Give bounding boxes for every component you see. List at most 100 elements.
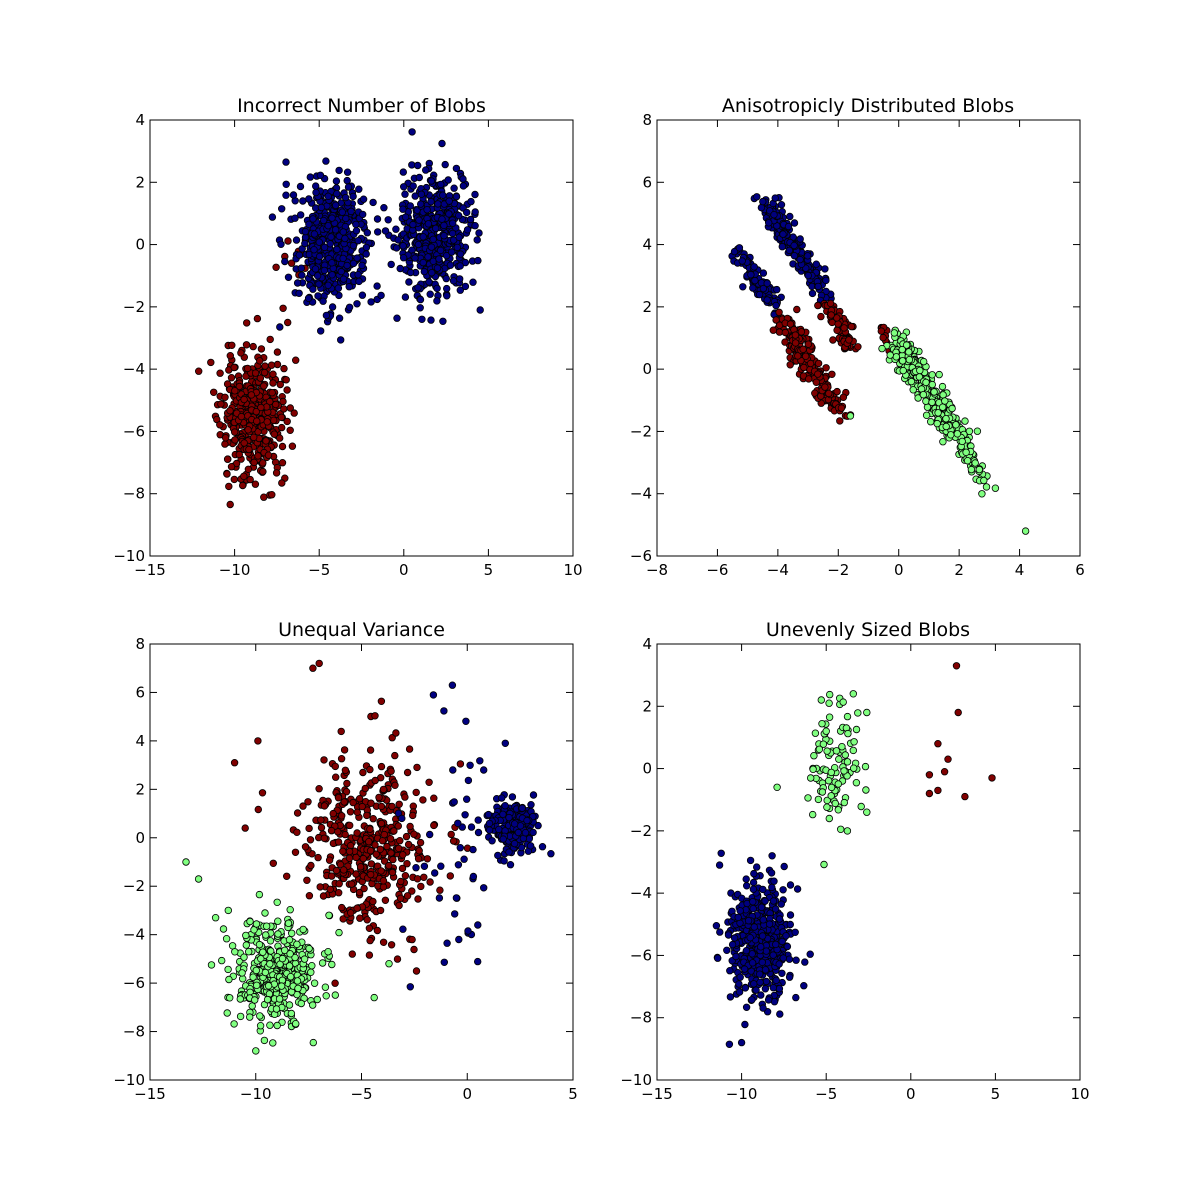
data-point — [763, 279, 771, 287]
data-point — [427, 316, 435, 324]
data-point — [500, 857, 508, 865]
data-point — [772, 976, 780, 984]
data-point — [831, 799, 839, 808]
y-tick-label: −10 — [113, 1071, 145, 1089]
data-point — [254, 805, 262, 814]
data-point — [335, 166, 343, 175]
data-point — [428, 269, 436, 277]
data-point — [333, 189, 341, 198]
data-point — [474, 816, 482, 824]
data-point — [449, 219, 457, 227]
data-point — [353, 808, 361, 816]
data-point — [905, 348, 913, 356]
data-point — [786, 881, 795, 889]
data-point — [245, 445, 253, 454]
data-point — [905, 356, 914, 364]
data-point — [402, 832, 411, 841]
data-point — [469, 278, 477, 286]
data-point — [217, 956, 226, 965]
data-point — [474, 957, 482, 966]
data-point — [359, 854, 367, 863]
data-point — [862, 786, 870, 794]
data-point — [295, 251, 303, 259]
data-point — [235, 382, 244, 391]
data-point — [366, 936, 374, 945]
data-point — [849, 746, 857, 755]
data-point — [251, 369, 260, 377]
data-point — [278, 479, 286, 487]
data-point — [393, 314, 401, 322]
data-point — [825, 713, 834, 721]
data-point — [469, 845, 477, 854]
data-point — [304, 294, 313, 302]
data-point — [353, 829, 361, 837]
data-point — [790, 219, 799, 227]
data-point — [320, 834, 328, 842]
data-point — [231, 948, 239, 956]
data-point — [443, 939, 451, 947]
data-point — [385, 861, 393, 870]
data-point — [852, 779, 861, 787]
data-point — [742, 947, 751, 955]
data-point — [380, 203, 388, 212]
data-point — [934, 740, 942, 748]
data-point — [898, 357, 907, 365]
data-point — [223, 470, 231, 478]
data-point — [366, 746, 375, 754]
data-point — [362, 250, 370, 258]
data-point — [526, 842, 535, 850]
data-point — [326, 885, 334, 893]
data-point — [297, 999, 305, 1008]
data-point — [297, 211, 305, 219]
data-point — [317, 327, 325, 335]
data-point — [255, 890, 264, 899]
data-point — [437, 180, 445, 189]
data-point — [272, 400, 280, 409]
data-point — [743, 882, 751, 890]
data-point — [250, 996, 259, 1004]
data-point — [877, 327, 885, 335]
chart-title: Incorrect Number of Blobs — [237, 95, 486, 117]
data-point — [412, 967, 421, 975]
data-point — [958, 437, 966, 446]
data-point — [310, 230, 319, 238]
data-point — [246, 917, 254, 926]
data-point — [225, 975, 233, 984]
data-point — [836, 417, 844, 425]
data-point — [264, 982, 273, 990]
data-point — [331, 762, 339, 771]
data-point — [817, 312, 825, 321]
data-point — [786, 361, 794, 369]
data-point — [269, 1039, 277, 1047]
data-point — [475, 229, 483, 237]
data-point — [359, 768, 367, 777]
data-point — [821, 265, 829, 273]
data-point — [355, 185, 363, 193]
data-point — [287, 259, 296, 267]
data-point — [433, 284, 441, 293]
data-point — [799, 345, 807, 353]
data-point — [811, 729, 820, 737]
data-point — [420, 267, 428, 276]
data-point — [378, 837, 387, 845]
data-point — [315, 238, 323, 246]
data-point — [809, 810, 817, 819]
data-point — [485, 826, 494, 834]
data-point — [934, 786, 942, 795]
x-tick-label: −15 — [134, 561, 166, 579]
data-point — [777, 200, 786, 209]
data-point — [793, 885, 802, 893]
data-point — [401, 793, 409, 801]
data-point — [254, 452, 262, 460]
data-point — [843, 758, 852, 766]
data-point — [359, 210, 367, 219]
data-point — [242, 341, 251, 349]
data-point — [314, 292, 322, 300]
data-point — [290, 409, 298, 417]
points-layer — [728, 193, 1030, 535]
data-point — [425, 778, 433, 786]
data-point — [939, 438, 947, 446]
data-point — [495, 825, 503, 834]
data-point — [840, 767, 848, 775]
